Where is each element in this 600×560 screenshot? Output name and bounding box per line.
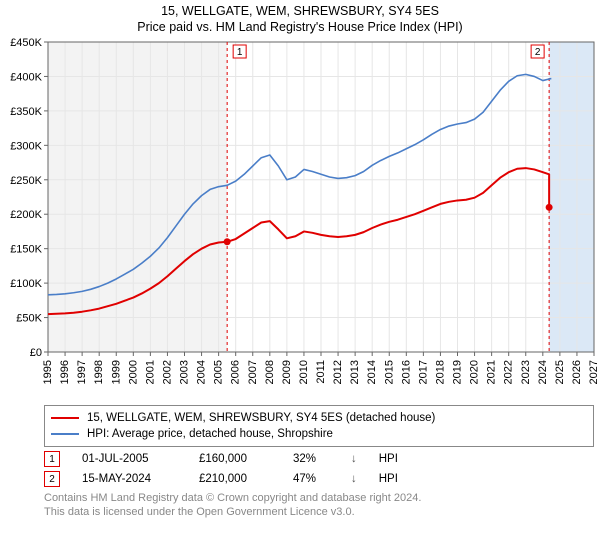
svg-text:2008: 2008 — [264, 360, 276, 384]
svg-text:2: 2 — [535, 47, 541, 58]
svg-text:2019: 2019 — [452, 360, 464, 384]
legend-row-subject: 15, WELLGATE, WEM, SHREWSBURY, SY4 5ES (… — [51, 410, 587, 426]
sale-marker-icon: 2 — [44, 471, 60, 487]
legend-swatch-hpi — [51, 433, 79, 435]
sale-date: 01-JUL-2005 — [82, 453, 177, 465]
svg-text:2012: 2012 — [332, 360, 344, 384]
sale-pct: 32% — [293, 453, 329, 465]
sale-price: £210,000 — [199, 473, 271, 485]
svg-text:£250K: £250K — [10, 175, 42, 187]
svg-text:2003: 2003 — [179, 360, 191, 384]
svg-text:2009: 2009 — [281, 360, 293, 384]
sale-row: 1 01-JUL-2005 £160,000 32% ↓ HPI — [44, 451, 594, 467]
footnote-2: This data is licensed under the Open Gov… — [44, 505, 594, 519]
svg-text:2006: 2006 — [230, 360, 242, 384]
svg-text:£400K: £400K — [10, 71, 42, 83]
svg-text:2002: 2002 — [161, 360, 173, 384]
svg-text:2025: 2025 — [554, 360, 566, 384]
sale-price: £160,000 — [199, 453, 271, 465]
svg-text:£150K: £150K — [10, 244, 42, 256]
sale-rel: HPI — [379, 453, 398, 465]
sale-marker-icon: 1 — [44, 451, 60, 467]
svg-text:2020: 2020 — [469, 360, 481, 384]
svg-text:£300K: £300K — [10, 140, 42, 152]
legend-swatch-subject — [51, 417, 79, 419]
svg-text:2016: 2016 — [400, 360, 412, 384]
svg-text:2027: 2027 — [588, 360, 600, 384]
sale-row: 2 15-MAY-2024 £210,000 47% ↓ HPI — [44, 471, 594, 487]
legend-label-subject: 15, WELLGATE, WEM, SHREWSBURY, SY4 5ES (… — [87, 410, 435, 426]
down-arrow-icon: ↓ — [351, 453, 357, 465]
svg-text:1997: 1997 — [76, 360, 88, 384]
svg-text:2001: 2001 — [144, 360, 156, 384]
svg-text:2000: 2000 — [127, 360, 139, 384]
svg-text:£100K: £100K — [10, 278, 42, 290]
sale-date: 15-MAY-2024 — [82, 473, 177, 485]
svg-text:£450K: £450K — [10, 37, 42, 49]
footnote-1: Contains HM Land Registry data © Crown c… — [44, 491, 594, 505]
svg-text:2022: 2022 — [503, 360, 515, 384]
svg-text:2021: 2021 — [486, 360, 498, 384]
svg-text:£200K: £200K — [10, 209, 42, 221]
sale-rel: HPI — [379, 473, 398, 485]
svg-text:2004: 2004 — [196, 360, 208, 384]
chart-titles: 15, WELLGATE, WEM, SHREWSBURY, SY4 5ES P… — [0, 0, 600, 34]
svg-text:2007: 2007 — [247, 360, 259, 384]
svg-text:2005: 2005 — [213, 360, 225, 384]
svg-text:2023: 2023 — [520, 360, 532, 384]
legend: 15, WELLGATE, WEM, SHREWSBURY, SY4 5ES (… — [44, 405, 594, 447]
svg-text:2018: 2018 — [434, 360, 446, 384]
title-line-2: Price paid vs. HM Land Registry's House … — [0, 20, 600, 34]
svg-text:2010: 2010 — [298, 360, 310, 384]
legend-label-hpi: HPI: Average price, detached house, Shro… — [87, 426, 333, 442]
svg-text:£0: £0 — [30, 347, 42, 359]
svg-text:1996: 1996 — [59, 360, 71, 384]
down-arrow-icon: ↓ — [351, 473, 357, 485]
svg-text:2014: 2014 — [366, 360, 378, 384]
footnotes: Contains HM Land Registry data © Crown c… — [44, 491, 594, 519]
svg-text:2017: 2017 — [417, 360, 429, 384]
sales-table: 1 01-JUL-2005 £160,000 32% ↓ HPI 2 15-MA… — [44, 451, 594, 487]
svg-text:1999: 1999 — [110, 360, 122, 384]
legend-row-hpi: HPI: Average price, detached house, Shro… — [51, 426, 587, 442]
svg-text:2026: 2026 — [571, 360, 583, 384]
svg-text:1995: 1995 — [42, 360, 54, 384]
svg-text:1998: 1998 — [93, 360, 105, 384]
svg-text:£50K: £50K — [16, 313, 42, 325]
title-line-1: 15, WELLGATE, WEM, SHREWSBURY, SY4 5ES — [161, 4, 439, 18]
svg-text:2015: 2015 — [383, 360, 395, 384]
svg-text:1: 1 — [237, 47, 243, 58]
svg-text:2024: 2024 — [537, 360, 549, 384]
sale-pct: 47% — [293, 473, 329, 485]
svg-text:2013: 2013 — [349, 360, 361, 384]
svg-text:£350K: £350K — [10, 106, 42, 118]
svg-text:2011: 2011 — [315, 360, 327, 384]
price-chart: £0 £50K £100K £150K £200K £250K £300K £350K £400… — [0, 34, 600, 404]
